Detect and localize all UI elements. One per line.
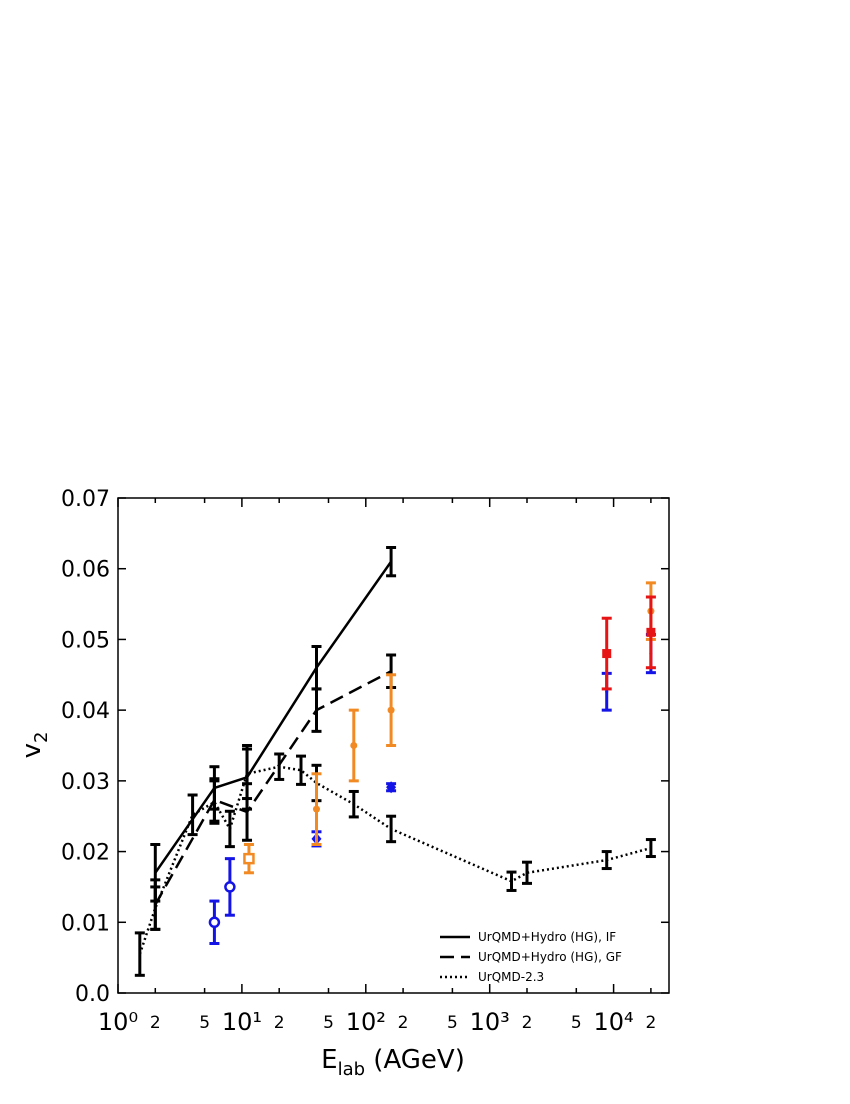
- marker: [350, 742, 358, 749]
- marker: [646, 627, 656, 637]
- y-tick-label: 0.04: [61, 699, 110, 724]
- x-tick-label: 5: [323, 1013, 334, 1033]
- error-bar: [296, 754, 307, 786]
- x-tick-label: 5: [571, 1013, 582, 1033]
- marker: [243, 852, 255, 865]
- marker: [602, 649, 612, 659]
- marker: [387, 706, 395, 714]
- error-bar: [311, 687, 322, 733]
- x-tick-label: 10²: [346, 1008, 386, 1036]
- x-tick-label: 2: [522, 1013, 533, 1033]
- marker: [208, 916, 221, 929]
- y-tick-label: 0.0: [75, 982, 110, 1007]
- series-line: [154, 670, 392, 906]
- marker: [605, 690, 609, 694]
- y-axis-label: v2: [17, 732, 52, 759]
- error-bar: [311, 645, 322, 691]
- x-label-main: E: [321, 1045, 337, 1075]
- y-tick-label: 0.01: [61, 911, 110, 936]
- x-tick-label: 10⁴: [594, 1008, 634, 1036]
- error-bar: [134, 931, 145, 977]
- series-line: [154, 560, 393, 874]
- error-bar: [521, 860, 532, 885]
- legend-label: UrQMD-2.3: [478, 970, 544, 984]
- error-bar: [187, 793, 198, 837]
- marker: [386, 781, 397, 794]
- y-tick-label: 0.05: [61, 628, 110, 653]
- marker: [312, 805, 320, 813]
- x-tick-label: 2: [645, 1013, 656, 1033]
- error-bar: [601, 850, 612, 871]
- error-bar: [150, 885, 161, 931]
- error-bar: [386, 814, 397, 844]
- y-tick-label: 0.07: [61, 487, 110, 512]
- error-bar: [242, 747, 253, 801]
- x-tick-label: 10¹: [222, 1008, 262, 1036]
- y-tick-label: 0.03: [61, 770, 110, 795]
- x-label-sub: lab: [338, 1059, 365, 1080]
- error-bar: [209, 779, 220, 825]
- x-axis-label: Elab (AGeV): [321, 1045, 465, 1080]
- x-tick-label: 10³: [470, 1008, 510, 1036]
- x-tick-label: 2: [274, 1013, 285, 1033]
- x-tick-label: 2: [398, 1013, 409, 1033]
- error-bar: [348, 789, 359, 819]
- x-tick-label: 5: [447, 1013, 458, 1033]
- legend-label: UrQMD+Hydro (HG), GF: [478, 950, 622, 964]
- y-tick-label: 0.02: [61, 841, 110, 866]
- x-tick-label: 2: [150, 1013, 161, 1033]
- marker: [224, 881, 236, 893]
- error-bar: [645, 838, 656, 859]
- error-bar: [224, 809, 235, 849]
- error-bar: [386, 546, 397, 578]
- x-tick-label: 10⁰: [98, 1008, 138, 1036]
- x-tick-label: 5: [199, 1013, 210, 1033]
- y-label-main: v: [17, 743, 47, 758]
- x-label-rest: (AGeV): [365, 1045, 465, 1075]
- y-label-sub: 2: [31, 732, 52, 743]
- legend-label: UrQMD+Hydro (HG), IF: [478, 930, 616, 944]
- error-bar: [274, 752, 285, 781]
- error-bar: [506, 870, 517, 892]
- y-tick-label: 0.06: [61, 558, 110, 583]
- plot-frame: [117, 497, 670, 994]
